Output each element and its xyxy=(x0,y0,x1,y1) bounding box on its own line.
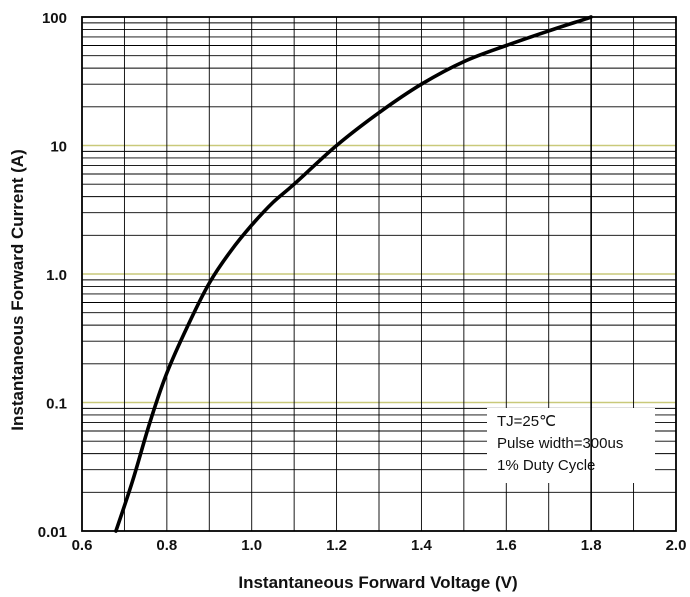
plot-border xyxy=(81,16,677,532)
x-tick-label: 0.8 xyxy=(156,537,177,554)
x-tick-label: 1.8 xyxy=(581,537,602,554)
x-tick-label: 1.0 xyxy=(241,537,262,554)
y-tick-label: 0.1 xyxy=(46,396,67,413)
annotation-background xyxy=(487,408,655,483)
annotation-pulse-width: Pulse width=300us xyxy=(497,435,623,452)
y-tick-label: 10 xyxy=(50,139,67,156)
annotation-box: TJ=25℃ Pulse width=300us 1% Duty Cycle xyxy=(487,408,655,483)
x-tick-label: 1.6 xyxy=(496,537,517,554)
forward-characteristic-curve xyxy=(114,15,593,533)
y-tick-label: 100 xyxy=(42,10,67,27)
x-tick-label: 0.6 xyxy=(72,537,93,554)
y-tick-label: 0.01 xyxy=(38,524,67,541)
plot-frame xyxy=(81,16,677,532)
x-tick-label: 1.4 xyxy=(411,537,433,554)
x-tick-label: 2.0 xyxy=(666,537,687,554)
annotation-duty-cycle: 1% Duty Cycle xyxy=(497,457,595,474)
x-tick-label: 1.2 xyxy=(326,537,347,554)
tick-labels: 0.6 0.8 1.0 1.2 1.4 1.6 1.8 2.0 0.01 0.1 1.0 10 100 xyxy=(38,10,687,554)
x-axis-title: Instantaneous Forward Voltage (V) xyxy=(238,573,517,592)
y-tick-label: 1.0 xyxy=(46,267,67,284)
y-axis-title: Instantaneous Forward Current (A) xyxy=(8,149,27,430)
annotation-tj: TJ=25℃ xyxy=(497,413,556,430)
curve-layer xyxy=(114,15,593,533)
